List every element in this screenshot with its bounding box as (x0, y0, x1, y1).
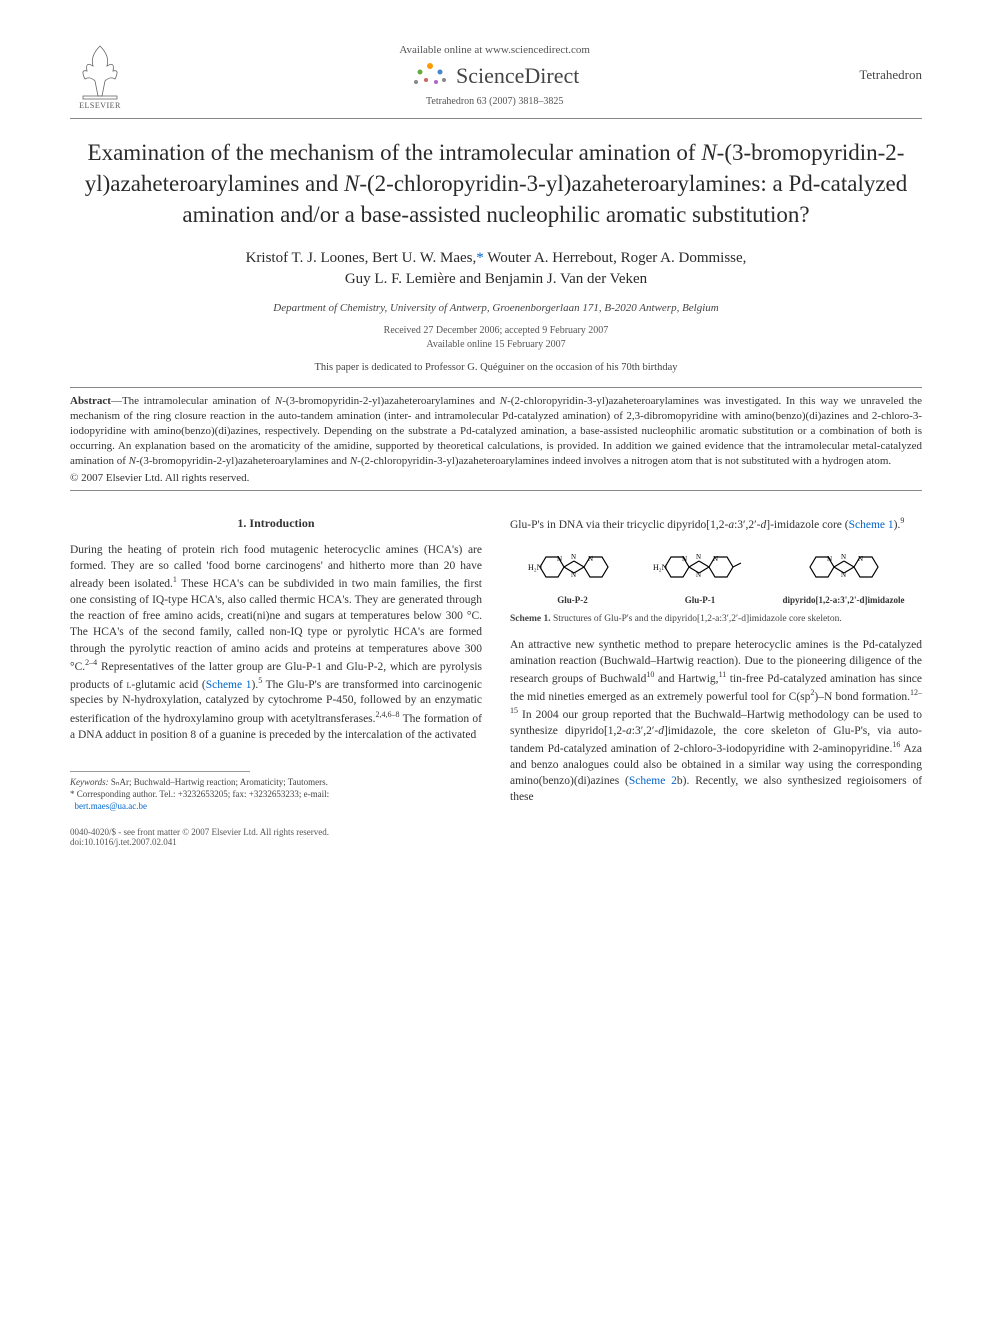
right-column: Glu-P's in DNA via their tricyclic dipyr… (510, 515, 922, 813)
keywords-text: SₙAr; Buchwald–Hartwig reaction; Aromati… (109, 777, 328, 787)
affiliation: Department of Chemistry, University of A… (70, 302, 922, 314)
scheme-1-link[interactable]: Scheme 1 (849, 519, 894, 531)
abstract-bottom-rule (70, 490, 922, 491)
publisher-logo: ELSEVIER (70, 40, 130, 110)
molecule-label: Glu-P-1 (653, 594, 748, 607)
header-rule (70, 118, 922, 119)
molecule-dipyrido-imidazole: N N N N dipyrido[1,2-a:3',2'-d]imidazole (783, 545, 905, 607)
svg-text:N: N (841, 571, 846, 579)
header-center: Available online at www.sciencedirect.co… (130, 44, 859, 107)
abstract-block: Abstract—The intramolecular amination of… (70, 394, 922, 468)
corresponding-author-star[interactable]: * (476, 250, 484, 266)
abstract-top-rule (70, 387, 922, 388)
svg-text:N: N (571, 553, 576, 561)
title-italic: N (701, 140, 716, 165)
header-row: ELSEVIER Available online at www.science… (70, 40, 922, 110)
elsevier-tree-icon (75, 41, 125, 101)
authors-line: Kristof T. J. Loones, Bert U. W. Maes,* … (70, 248, 922, 290)
intro-continuation: Glu-P's in DNA via their tricyclic dipyr… (510, 515, 922, 533)
left-column: 1. Introduction During the heating of pr… (70, 515, 482, 813)
corresponding-author-line: * Corresponding author. Tel.: +323265320… (70, 788, 482, 812)
online-date: Available online 15 February 2007 (70, 338, 922, 352)
keywords-label: Keywords: (70, 777, 109, 787)
scheme-1-molecules: H₂N N N N N Glu-P-2 (510, 545, 922, 607)
sciencedirect-logo: ScienceDirect (130, 62, 859, 90)
corr-email-link[interactable]: bert.maes@ua.ac.be (75, 801, 148, 811)
sciencedirect-dots-icon (410, 62, 450, 90)
dedication-text: This paper is dedicated to Professor G. … (70, 362, 922, 373)
journal-reference: Tetrahedron 63 (2007) 3818–3825 (130, 96, 859, 107)
svg-text:N: N (696, 571, 701, 579)
svg-text:H₂N: H₂N (528, 563, 543, 572)
molecule-structure-icon: H₂N N N N N (653, 545, 748, 590)
molecule-label: Glu-P-2 (528, 594, 618, 607)
scheme-1-link[interactable]: Scheme 1 (206, 678, 252, 690)
bottom-row: 0040-4020/$ - see front matter © 2007 El… (70, 827, 922, 847)
footer-rule (70, 771, 250, 772)
svg-text:N: N (588, 555, 593, 563)
molecule-label: dipyrido[1,2-a:3',2'-d]imidazole (783, 594, 905, 607)
scheme-1-figure: H₂N N N N N Glu-P-2 (510, 545, 922, 625)
molecule-glu-p-1: H₂N N N N N Glu-P-1 (653, 545, 748, 607)
article-title: Examination of the mechanism of the intr… (70, 137, 922, 230)
molecule-structure-icon: N N N N (804, 545, 884, 590)
svg-text:H₂N: H₂N (653, 563, 668, 572)
svg-text:N: N (858, 555, 863, 563)
scheme-caption-strong: Scheme 1. (510, 614, 551, 624)
svg-text:N: N (557, 555, 562, 563)
received-date: Received 27 December 2006; accepted 9 Fe… (70, 324, 922, 338)
publisher-name: ELSEVIER (79, 101, 121, 110)
scheme-1-caption: Scheme 1. Structures of Glu-P's and the … (510, 613, 922, 625)
front-matter-text: 0040-4020/$ - see front matter © 2007 El… (70, 827, 329, 837)
svg-text:N: N (841, 553, 846, 561)
svg-text:N: N (696, 553, 701, 561)
intro-paragraph-2: An attractive new synthetic method to pr… (510, 637, 922, 805)
corr-text: * Corresponding author. Tel.: +323265320… (70, 789, 329, 799)
abstract-label: Abstract (70, 395, 111, 407)
scheme-2-link[interactable]: Scheme 2 (629, 775, 677, 787)
available-online-text: Available online at www.sciencedirect.co… (130, 44, 859, 56)
scheme-caption-text: Structures of Glu-P's and the dipyrido[1… (551, 614, 842, 624)
title-italic: N (344, 171, 359, 196)
body-columns: 1. Introduction During the heating of pr… (70, 515, 922, 813)
intro-paragraph-1: During the heating of protein rich food … (70, 542, 482, 742)
svg-text:N: N (682, 555, 687, 563)
doi-text: doi:10.1016/j.tet.2007.02.041 (70, 837, 329, 847)
title-segment: Examination of the mechanism of the intr… (88, 140, 702, 165)
section-heading-intro: 1. Introduction (70, 515, 482, 532)
bottom-left-block: 0040-4020/$ - see front matter © 2007 El… (70, 827, 329, 847)
sciencedirect-text: ScienceDirect (456, 63, 579, 89)
molecule-glu-p-2: H₂N N N N N Glu-P-2 (528, 545, 618, 607)
keywords-line: Keywords: SₙAr; Buchwald–Hartwig reactio… (70, 776, 482, 788)
svg-text:N: N (713, 555, 718, 563)
molecule-structure-icon: H₂N N N N N (528, 545, 618, 590)
svg-text:N: N (827, 555, 832, 563)
svg-text:N: N (571, 571, 576, 579)
journal-name: Tetrahedron (859, 67, 922, 83)
footer-block: Keywords: SₙAr; Buchwald–Hartwig reactio… (70, 771, 482, 812)
abstract-text: —The intramolecular amination of N-(3-br… (70, 395, 922, 466)
copyright-line: © 2007 Elsevier Ltd. All rights reserved… (70, 472, 922, 484)
article-dates: Received 27 December 2006; accepted 9 Fe… (70, 324, 922, 352)
